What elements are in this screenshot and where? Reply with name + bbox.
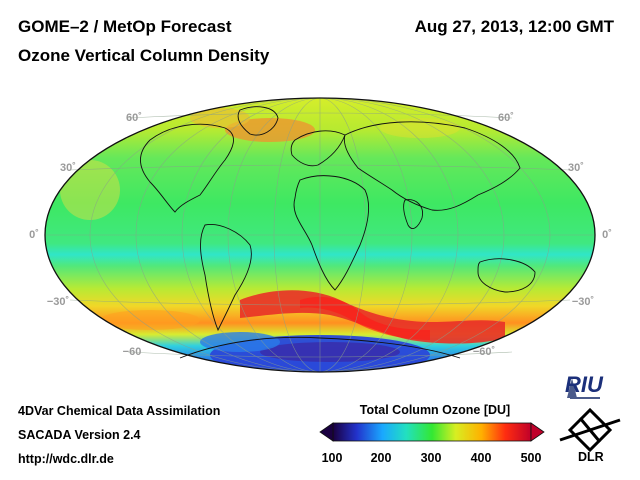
lat-label-right-60: 60˚: [498, 112, 514, 124]
lat-label-left-0: 0˚: [29, 229, 39, 241]
footer-url: http://wdc.dlr.de: [18, 452, 114, 466]
coastlines: [140, 106, 536, 359]
colorbar-tick-200: 200: [370, 451, 392, 465]
lat-label-right-minus60: −60˚: [472, 346, 496, 358]
footer-method: 4DVar Chemical Data Assimilation: [18, 404, 221, 418]
title-line-2: Ozone Vertical Column Density: [18, 46, 270, 65]
lat-label-right-30: 30˚: [568, 162, 584, 174]
forecast-timestamp: Aug 27, 2013, 12:00 GMT: [414, 17, 614, 36]
riu-logo: RIU: [565, 372, 603, 397]
colorbar-tick-500: 500: [520, 451, 542, 465]
colorbar-tick-100: 100: [321, 451, 343, 465]
dlr-logo-text: DLR: [578, 450, 604, 464]
colorbar-tick-300: 300: [420, 451, 442, 465]
title-line-1: GOME–2 / MetOp Forecast: [18, 17, 232, 36]
colorbar-tick-400: 400: [470, 451, 492, 465]
lat-label-left-minus60: −60: [122, 346, 142, 358]
riu-emblem-icon: [567, 378, 600, 399]
lat-label-left-minus30: −30˚: [46, 296, 70, 308]
colorbar-low-arrow: [319, 422, 334, 442]
colorbar-high-arrow: [530, 422, 545, 442]
colorbar: [319, 422, 545, 442]
lat-label-right-minus30: −30˚: [571, 296, 595, 308]
dlr-emblem: [559, 407, 621, 453]
lat-label-left-60: 60˚: [126, 112, 142, 124]
footer-version: SACADA Version 2.4: [18, 428, 141, 442]
globe-outline: [44, 97, 596, 373]
lat-label-left-30: 30˚: [60, 162, 76, 174]
colorbar-title: Total Column Ozone [DU]: [359, 403, 511, 417]
lat-label-right-0: 0˚: [602, 229, 612, 241]
